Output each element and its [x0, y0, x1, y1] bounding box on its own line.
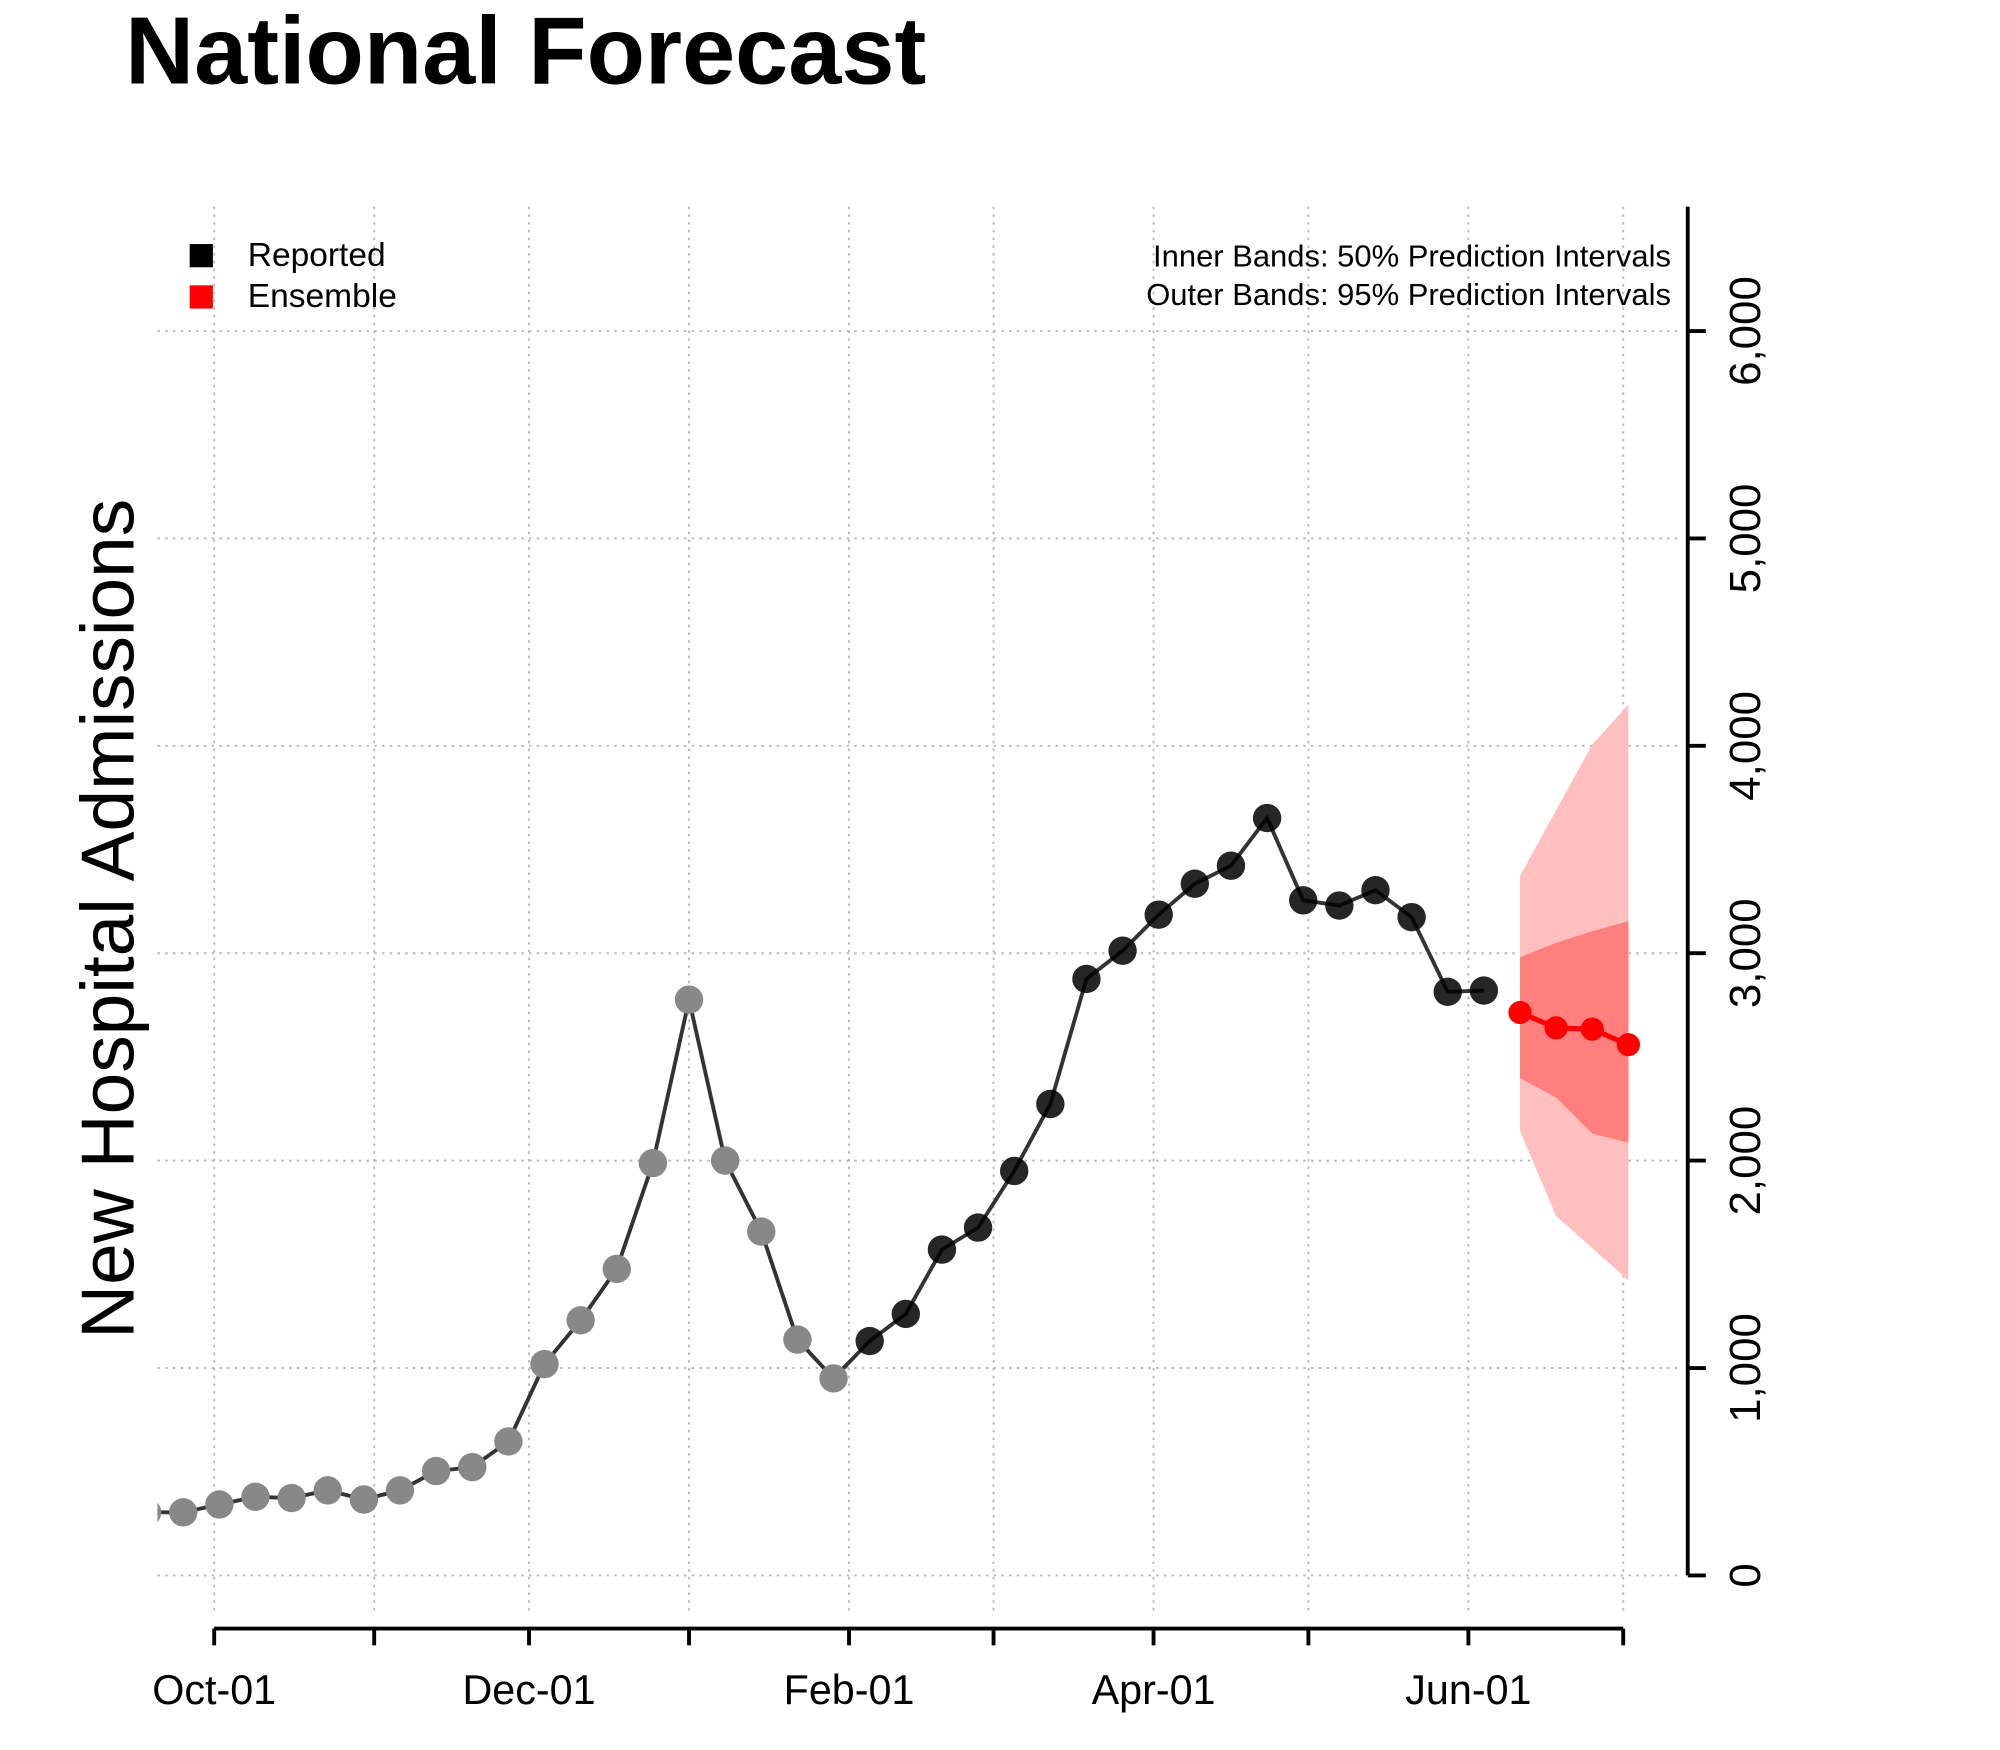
data-point	[1469, 976, 1499, 1005]
y-axis-label: New Hospital Admissions	[65, 499, 149, 1339]
data-point	[891, 1299, 920, 1329]
data-point	[819, 1364, 848, 1393]
data-point	[1580, 1017, 1604, 1041]
data-point	[205, 1490, 234, 1519]
data-point	[1361, 875, 1390, 905]
data-point	[1397, 902, 1426, 932]
y-tick-label: 1,000	[1721, 1313, 1770, 1423]
x-tick-label: Apr-01	[1092, 1667, 1216, 1713]
data-point	[1252, 803, 1282, 833]
band-50	[1520, 921, 1629, 1143]
data-point	[1180, 869, 1210, 898]
data-point	[1289, 886, 1318, 915]
data-point	[1216, 851, 1246, 880]
x-tick-label: Oct-01	[152, 1667, 276, 1713]
data-point	[602, 1254, 631, 1284]
data-point	[1000, 1156, 1029, 1186]
data-point	[710, 1146, 740, 1175]
legend-swatch	[189, 244, 213, 268]
data-point	[855, 1326, 884, 1356]
data-point	[638, 1148, 668, 1178]
data-point	[349, 1485, 379, 1514]
data-point	[963, 1213, 993, 1242]
data-point	[241, 1482, 270, 1512]
data-point	[385, 1476, 415, 1505]
data-point	[1508, 1000, 1532, 1025]
chart-title: National Forecast	[125, 0, 926, 104]
data-point	[927, 1235, 957, 1264]
data-point	[1433, 977, 1462, 1006]
data-point	[1544, 1016, 1568, 1040]
x-tick-label: Jun-01	[1405, 1667, 1531, 1713]
data-point	[674, 985, 704, 1014]
data-point	[1616, 1033, 1640, 1057]
y-tick-label: 3,000	[1721, 898, 1770, 1008]
data-point	[277, 1483, 306, 1513]
data-point	[1325, 891, 1354, 920]
data-point	[1036, 1089, 1065, 1119]
y-tick-label: 6,000	[1721, 276, 1770, 386]
data-point	[1108, 936, 1137, 965]
data-point	[157, 1502, 162, 1523]
series-line	[157, 814, 1484, 1515]
legend-label: Ensemble	[248, 278, 397, 315]
data-point	[1144, 900, 1173, 929]
legend-label: Reported	[248, 237, 386, 274]
data-point	[421, 1456, 451, 1486]
data-point	[1072, 964, 1101, 994]
data-point	[566, 1306, 595, 1335]
x-tick-label: Feb-01	[784, 1667, 915, 1713]
data-point	[494, 1427, 523, 1456]
annotation: Outer Bands: 95% Prediction Intervals	[1146, 277, 1671, 312]
series-line	[1518, 1010, 1630, 1048]
data-point	[747, 1217, 776, 1246]
data-point	[458, 1452, 487, 1482]
y-tick-label: 4,000	[1721, 691, 1770, 801]
y-tick-label: 5,000	[1721, 484, 1770, 594]
data-point	[530, 1349, 559, 1379]
data-point	[783, 1325, 812, 1354]
data-point	[169, 1498, 198, 1527]
plot-area	[157, 704, 1640, 1527]
axes: Oct-01 Dec-01 Feb-01 Apr-01 Jun-01 0 1,000 2,00…	[152, 206, 1770, 1713]
legend-swatch	[189, 285, 213, 309]
data-point	[313, 1476, 342, 1505]
x-tick-label: Dec-01	[462, 1667, 595, 1713]
y-tick-label: 2,000	[1721, 1106, 1770, 1216]
y-tick-label: 0	[1721, 1563, 1770, 1587]
grid	[157, 206, 1678, 1611]
annotation: Inner Bands: 50% Prediction Intervals	[1153, 238, 1671, 273]
